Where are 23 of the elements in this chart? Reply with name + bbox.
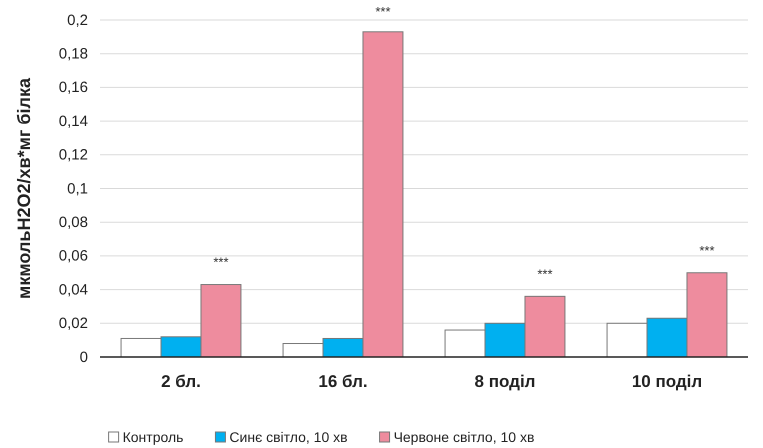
y-tick-label: 0,08 bbox=[58, 214, 88, 231]
x-tick-label: 10 поділ bbox=[632, 372, 702, 392]
x-tick-label: 8 поділ bbox=[474, 372, 536, 392]
x-tick-label: 2 бл. bbox=[161, 372, 201, 392]
y-tick-label: 0,16 bbox=[58, 79, 88, 96]
annotation: *** bbox=[213, 254, 229, 270]
text: *** bbox=[375, 4, 391, 19]
y-tick-label: 0,1 bbox=[67, 180, 88, 198]
y-tick-label: 0,06 bbox=[58, 248, 88, 265]
y-tick-label: 0,02 bbox=[58, 315, 88, 332]
legend-label: Синє світло, 10 хв bbox=[229, 429, 348, 445]
legend-label: Червоне світло, 10 хв bbox=[394, 429, 534, 445]
y-tick-label: 0,18 bbox=[58, 46, 88, 62]
legend-label: Контроль bbox=[122, 429, 184, 445]
annotation: *** bbox=[699, 242, 715, 258]
y-axis-title: мкмольН2О2/хв*мг білка bbox=[14, 77, 34, 299]
x-tick-label: 16 бл. bbox=[318, 372, 368, 392]
y-tick-label: 0,2 bbox=[67, 12, 88, 29]
y-tick-label: 0,14 bbox=[58, 112, 88, 130]
y-tick-label: 0 bbox=[80, 348, 88, 366]
annotation: *** bbox=[537, 266, 553, 282]
y-tick-label: 0,12 bbox=[58, 146, 88, 164]
y-tick-label: 0,04 bbox=[58, 281, 88, 298]
